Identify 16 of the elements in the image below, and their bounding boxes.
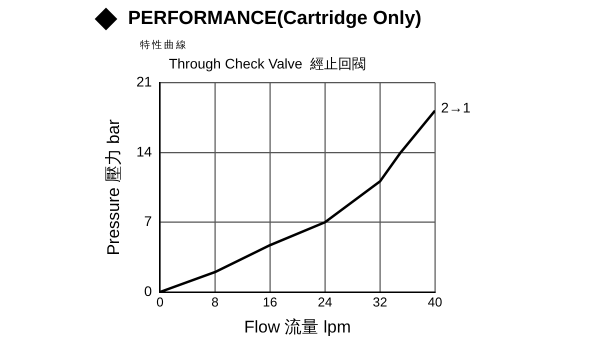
x-tick-label: 32 <box>372 294 388 310</box>
x-tick-label: 24 <box>318 294 332 310</box>
x-tick-label: 16 <box>262 294 278 310</box>
y-tick-label: 0 <box>144 282 152 299</box>
chart-title: PERFORMANCE(Cartridge Only) <box>128 8 422 30</box>
x-tick-label: 8 <box>211 294 219 310</box>
chart-subtitle: 特性曲線 <box>140 38 188 52</box>
x-axis-title: Flow 流量 lpm <box>244 317 351 336</box>
x-tick-label: 40 <box>428 294 442 310</box>
series-label: 2→1 <box>441 100 471 116</box>
x-tick-label: 0 <box>156 294 164 310</box>
y-tick-label: 14 <box>136 143 152 160</box>
y-tick-label: 7 <box>144 213 152 230</box>
text: Through Check Valve 經止回閥 <box>168 55 366 72</box>
y-axis-title: Pressure 壓力 bar <box>104 119 123 256</box>
y-tick-label: 21 <box>136 74 152 90</box>
